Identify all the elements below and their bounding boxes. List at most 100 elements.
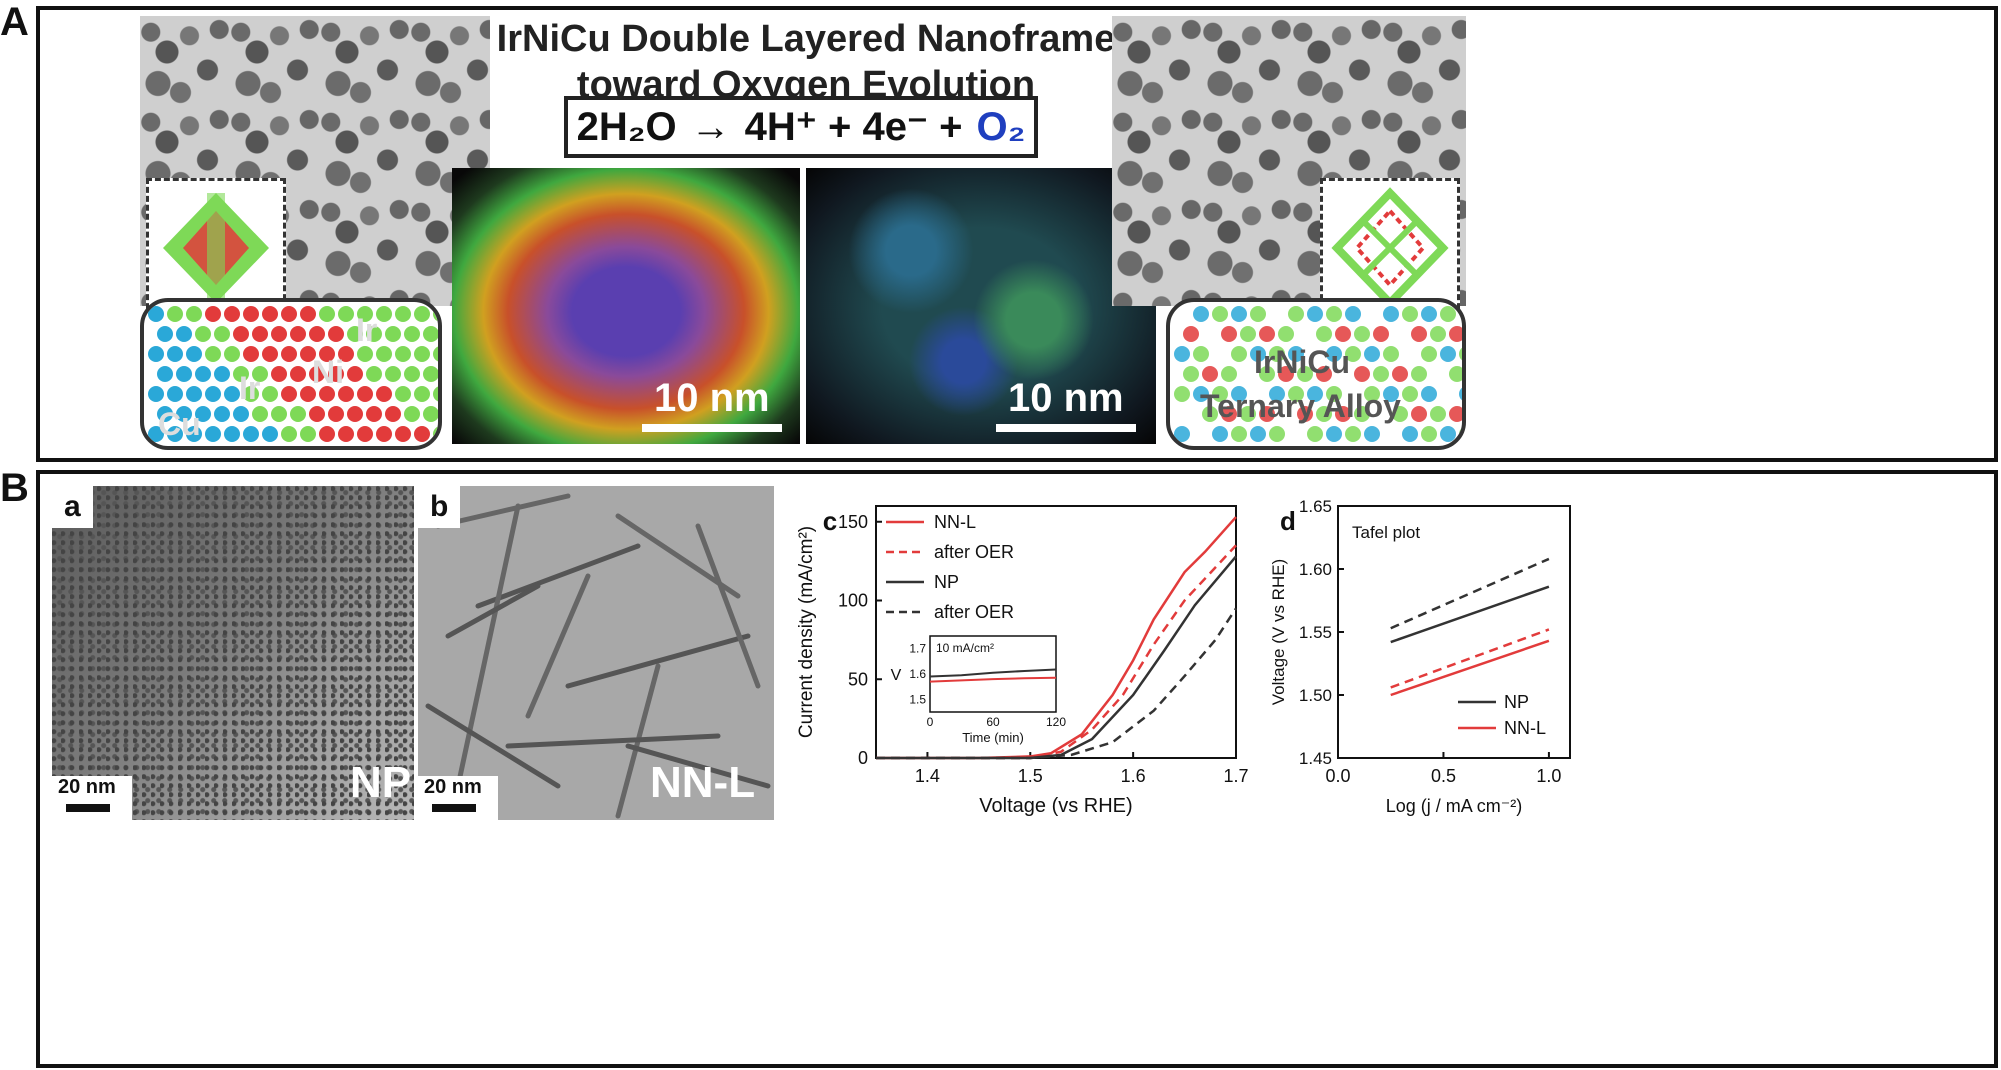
lattice-atom	[1411, 366, 1427, 382]
legend-label-d: NN-L	[1504, 718, 1546, 738]
lattice-atom	[290, 406, 306, 422]
lattice-atom	[357, 306, 373, 322]
lattice-atom	[281, 346, 297, 362]
lattice-atom	[195, 366, 211, 382]
lattice-atom	[1449, 326, 1462, 342]
lattice-atom	[347, 366, 363, 382]
lattice-atom	[1449, 366, 1462, 382]
lattice-atom	[186, 346, 202, 362]
lattice-atom	[195, 326, 211, 342]
lattice-atom	[1221, 366, 1237, 382]
lattice-atom	[1259, 366, 1275, 382]
lattice-atom	[1221, 326, 1237, 342]
lattice-atom	[414, 426, 430, 442]
lattice-atom	[1402, 306, 1418, 322]
series-line-d-3	[1390, 639, 1550, 697]
lattice-atom	[366, 326, 382, 342]
lattice-atom	[1231, 306, 1247, 322]
chart-d-tafel: d Tafel plot 0.0 0.5 1.0 1.45 1.50 1.55 1.60 1.65…	[1270, 497, 1571, 816]
lattice-atom	[1449, 406, 1462, 422]
lattice-atom	[338, 386, 354, 402]
series-line-d-2	[1390, 628, 1550, 689]
equation-arrow: →	[690, 104, 731, 149]
lattice-atom	[300, 306, 316, 322]
lattice-atom	[205, 426, 221, 442]
inset-annotation-c: 10 mA/cm²	[936, 641, 994, 655]
lattice-atom	[433, 346, 438, 362]
lattice-atom	[1373, 366, 1389, 382]
tem-image-nnl: b NN-L 20 nm	[418, 486, 774, 820]
lattice-atom	[1250, 426, 1266, 442]
lattice-atom	[252, 366, 268, 382]
lattice-atom	[252, 406, 268, 422]
lattice-atom	[1459, 347, 1462, 361]
y-tick-label-d: 1.65	[1299, 497, 1332, 516]
lattice-label-ir-outer: Ir	[356, 312, 378, 348]
lattice-atom	[186, 306, 202, 322]
lattice-atom	[148, 346, 164, 362]
panel-a-frame	[36, 6, 1998, 462]
panel-b-frame	[36, 470, 1998, 1068]
inset-series-line-c-1	[929, 676, 1057, 683]
lattice-atom	[243, 306, 259, 322]
lattice-atom	[1174, 426, 1190, 442]
lattice-atom	[1174, 386, 1190, 402]
nanowire	[625, 743, 771, 789]
lattice-atom	[1354, 326, 1370, 342]
lattice-model-left: Cu Ir Ni Ir	[140, 298, 442, 450]
lattice-atom	[1297, 406, 1313, 422]
inset-x-tick-label-c: 120	[1046, 715, 1066, 729]
lattice-atom	[404, 406, 420, 422]
lattice-atom	[1231, 386, 1247, 402]
y-tick-label-c: 50	[848, 669, 868, 689]
lattice-atom	[1202, 406, 1218, 422]
alloy-label-line-2: Ternary Alloy	[1200, 388, 1401, 424]
lattice-atom	[271, 406, 287, 422]
x-axis-label-c: Voltage (vs RHE)	[979, 795, 1132, 817]
y-axis-label-c: Current density (mA/cm²)	[796, 526, 817, 738]
sub-letter-b: b	[418, 486, 461, 528]
lattice-atom	[148, 306, 164, 322]
lattice-atom	[395, 426, 411, 442]
lattice-atom	[290, 366, 306, 382]
inset-y-axis-label-c: V	[891, 667, 902, 684]
lattice-atom	[1345, 426, 1361, 442]
lattice-atom	[414, 306, 430, 322]
nanowire	[455, 503, 521, 789]
x-tick-label-d: 0.5	[1431, 766, 1456, 786]
lattice-atom	[1250, 346, 1266, 362]
scale-box-b: 20 nm	[418, 776, 498, 820]
lattice-atom	[262, 306, 278, 322]
series-line-d-1	[1390, 557, 1550, 630]
inset-y-tick-label-c: 1.7	[909, 642, 926, 656]
lattice-atom	[1193, 386, 1209, 402]
lattice-atom	[1364, 386, 1380, 402]
lattice-atom	[1459, 387, 1462, 401]
lattice-atom	[233, 406, 249, 422]
lattice-atom	[262, 346, 278, 362]
lattice-atom	[176, 326, 192, 342]
x-tick-label-d: 0.0	[1325, 766, 1350, 786]
lattice-atom	[243, 386, 259, 402]
lattice-atom	[414, 386, 430, 402]
lattice-atom	[1421, 386, 1437, 402]
lattice-atom	[157, 406, 173, 422]
lattice-atom	[309, 406, 325, 422]
y-tick-label-c: 0	[858, 748, 868, 768]
nanoframe-model-left	[146, 178, 286, 318]
lattice-atom	[404, 366, 420, 382]
lattice-atom	[1364, 346, 1380, 362]
inset-x-tick-label-c: 60	[986, 715, 1000, 729]
tem-image-np: a NP 20 nm	[52, 486, 414, 820]
x-tick-label-c: 1.4	[915, 766, 940, 786]
lattice-atom	[1221, 406, 1237, 422]
lattice-atom	[376, 306, 392, 322]
lattice-atom	[157, 326, 173, 342]
lattice-atom	[1259, 406, 1275, 422]
lattice-atom	[309, 326, 325, 342]
scale-box-a: 20 nm	[52, 776, 132, 820]
lattice-atom	[404, 326, 420, 342]
lattice-atom	[1354, 406, 1370, 422]
lattice-atom	[214, 366, 230, 382]
scale-bar-right	[996, 424, 1136, 432]
